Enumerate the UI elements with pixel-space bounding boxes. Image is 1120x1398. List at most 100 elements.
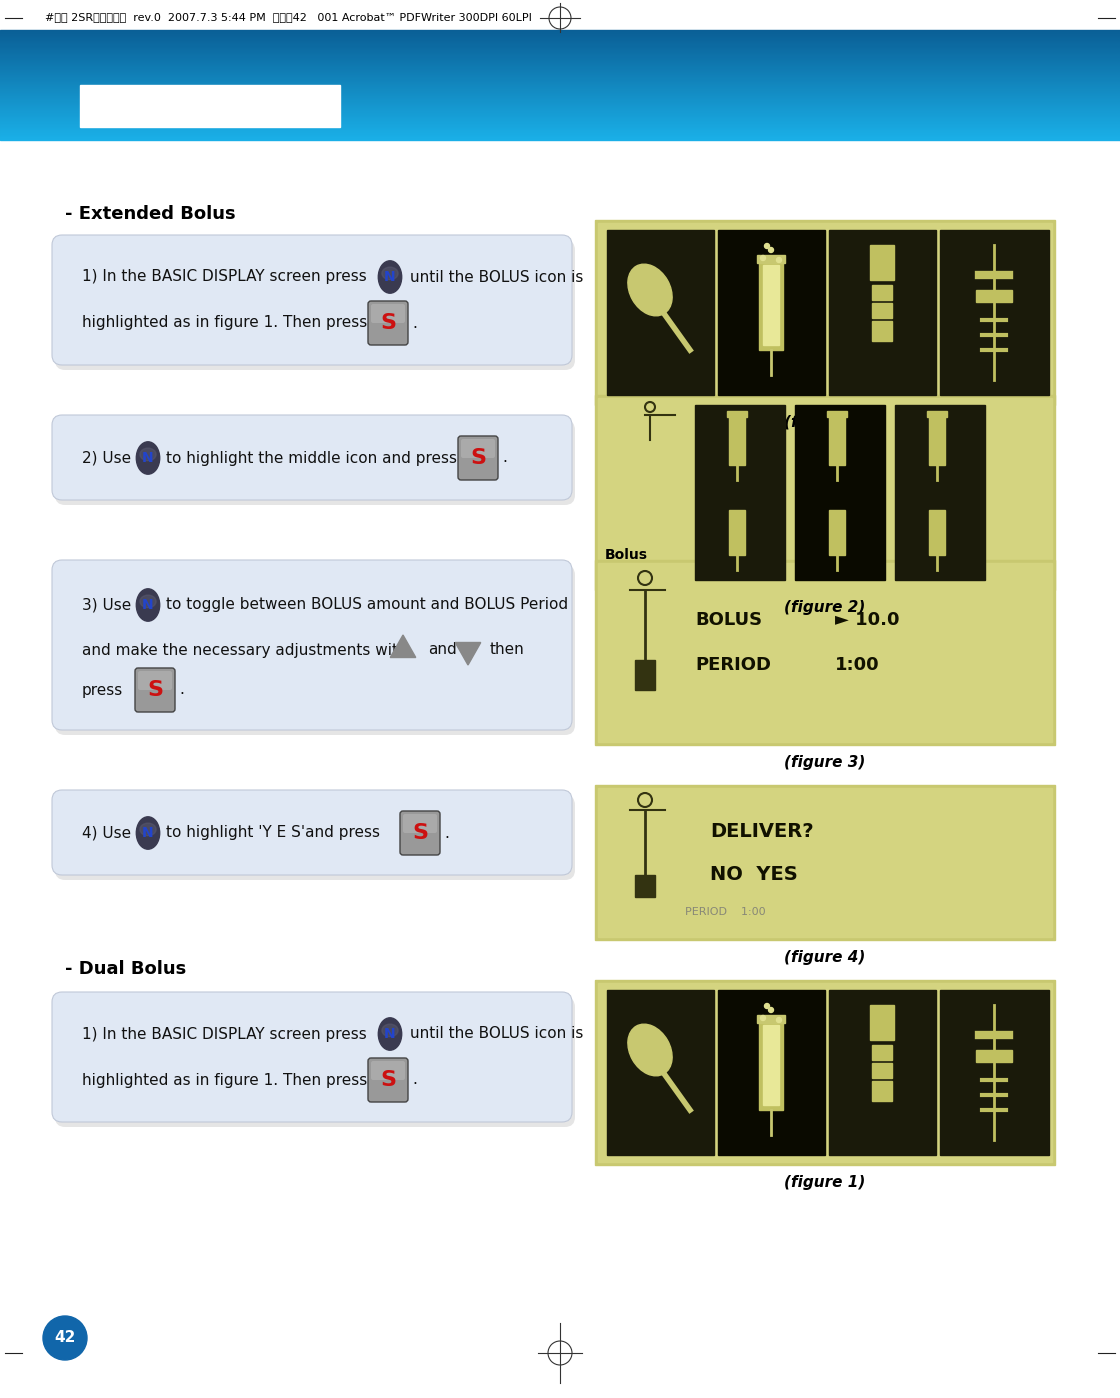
- Text: S: S: [380, 313, 396, 333]
- Text: until the BOLUS icon is: until the BOLUS icon is: [410, 270, 584, 285]
- Text: S: S: [380, 1069, 396, 1090]
- Bar: [595, 980, 1055, 1165]
- Ellipse shape: [140, 596, 156, 608]
- Bar: [598, 983, 1052, 1162]
- FancyBboxPatch shape: [52, 561, 572, 730]
- Text: .: .: [444, 825, 449, 840]
- Circle shape: [765, 1004, 769, 1008]
- Bar: [598, 563, 1052, 742]
- Circle shape: [776, 1018, 782, 1022]
- Text: S: S: [412, 823, 428, 843]
- Bar: [829, 231, 936, 396]
- Bar: [718, 231, 825, 396]
- Ellipse shape: [140, 449, 156, 461]
- FancyBboxPatch shape: [400, 811, 440, 856]
- Text: .: .: [412, 1072, 417, 1088]
- Bar: [718, 990, 825, 1155]
- Bar: [928, 415, 945, 466]
- Text: - Dual Bolus: - Dual Bolus: [65, 960, 186, 979]
- Circle shape: [760, 1015, 765, 1021]
- Text: N: N: [384, 270, 395, 284]
- FancyBboxPatch shape: [52, 790, 572, 875]
- Bar: [0, 0, 1120, 29]
- Text: to toggle between BOLUS amount and BOLUS Period: to toggle between BOLUS amount and BOLUS…: [166, 597, 568, 612]
- Text: - Extended Bolus: - Extended Bolus: [65, 206, 235, 224]
- Bar: [635, 875, 655, 898]
- Text: PERIOD: PERIOD: [696, 656, 771, 674]
- Text: and: and: [428, 643, 457, 657]
- FancyBboxPatch shape: [55, 419, 575, 505]
- Text: 1:00: 1:00: [836, 656, 879, 674]
- Text: (figure 1): (figure 1): [784, 415, 866, 431]
- Text: until the BOLUS icon is: until the BOLUS icon is: [410, 1026, 584, 1042]
- Text: N: N: [142, 452, 153, 466]
- Bar: [827, 411, 847, 417]
- FancyBboxPatch shape: [55, 997, 575, 1127]
- Bar: [757, 1015, 785, 1023]
- FancyBboxPatch shape: [55, 240, 575, 370]
- Bar: [757, 254, 785, 263]
- Bar: [598, 398, 1052, 587]
- Text: Bolus: Bolus: [605, 548, 648, 562]
- Bar: [759, 1021, 783, 1110]
- Bar: [829, 415, 844, 466]
- Text: 42: 42: [54, 1331, 76, 1345]
- Text: to highlight 'Y E S'and press: to highlight 'Y E S'and press: [166, 825, 380, 840]
- FancyBboxPatch shape: [52, 415, 572, 500]
- Bar: [872, 1062, 892, 1078]
- Bar: [829, 510, 844, 555]
- FancyBboxPatch shape: [371, 303, 405, 323]
- Bar: [595, 786, 1055, 939]
- Text: N: N: [142, 598, 153, 612]
- Text: NO  YES: NO YES: [710, 865, 797, 884]
- Text: (figure 1): (figure 1): [784, 1174, 866, 1190]
- Bar: [729, 510, 745, 555]
- Ellipse shape: [379, 261, 402, 294]
- Text: ► 10.0: ► 10.0: [836, 611, 899, 629]
- FancyBboxPatch shape: [138, 671, 172, 691]
- Polygon shape: [390, 635, 416, 657]
- Text: .: .: [179, 682, 184, 698]
- Polygon shape: [455, 643, 480, 665]
- Ellipse shape: [137, 442, 160, 474]
- Text: N: N: [142, 826, 153, 840]
- Bar: [872, 322, 892, 341]
- Bar: [598, 224, 1052, 403]
- Bar: [759, 260, 783, 350]
- Text: (figure 2): (figure 2): [784, 600, 866, 615]
- Bar: [870, 1005, 894, 1040]
- Bar: [872, 285, 892, 301]
- Text: to highlight the middle icon and press: to highlight the middle icon and press: [166, 450, 457, 466]
- Bar: [729, 415, 745, 466]
- Bar: [940, 990, 1049, 1155]
- FancyBboxPatch shape: [458, 436, 498, 480]
- Bar: [696, 405, 785, 580]
- Circle shape: [43, 1316, 87, 1360]
- Bar: [976, 289, 1012, 302]
- Text: .: .: [502, 450, 507, 466]
- Text: (figure 4): (figure 4): [784, 951, 866, 965]
- Ellipse shape: [137, 816, 160, 849]
- Text: 4) Use: 4) Use: [82, 825, 131, 840]
- Ellipse shape: [628, 1025, 672, 1076]
- Ellipse shape: [382, 267, 398, 280]
- Text: 1) In the BASIC DISPLAY screen press: 1) In the BASIC DISPLAY screen press: [82, 270, 366, 285]
- Text: and make the necessary adjustments with: and make the necessary adjustments with: [82, 643, 408, 657]
- Circle shape: [765, 243, 769, 249]
- Bar: [829, 990, 936, 1155]
- Text: press: press: [82, 682, 123, 698]
- Bar: [595, 396, 1055, 590]
- FancyBboxPatch shape: [136, 668, 175, 712]
- FancyBboxPatch shape: [368, 301, 408, 345]
- FancyBboxPatch shape: [52, 235, 572, 365]
- Ellipse shape: [382, 1025, 398, 1037]
- Bar: [607, 231, 715, 396]
- Bar: [763, 1025, 780, 1104]
- Bar: [595, 219, 1055, 405]
- Text: BOLUS: BOLUS: [696, 611, 762, 629]
- Text: then: then: [491, 643, 525, 657]
- FancyBboxPatch shape: [371, 1061, 405, 1081]
- FancyBboxPatch shape: [461, 439, 495, 459]
- Ellipse shape: [140, 823, 156, 836]
- Bar: [872, 1081, 892, 1102]
